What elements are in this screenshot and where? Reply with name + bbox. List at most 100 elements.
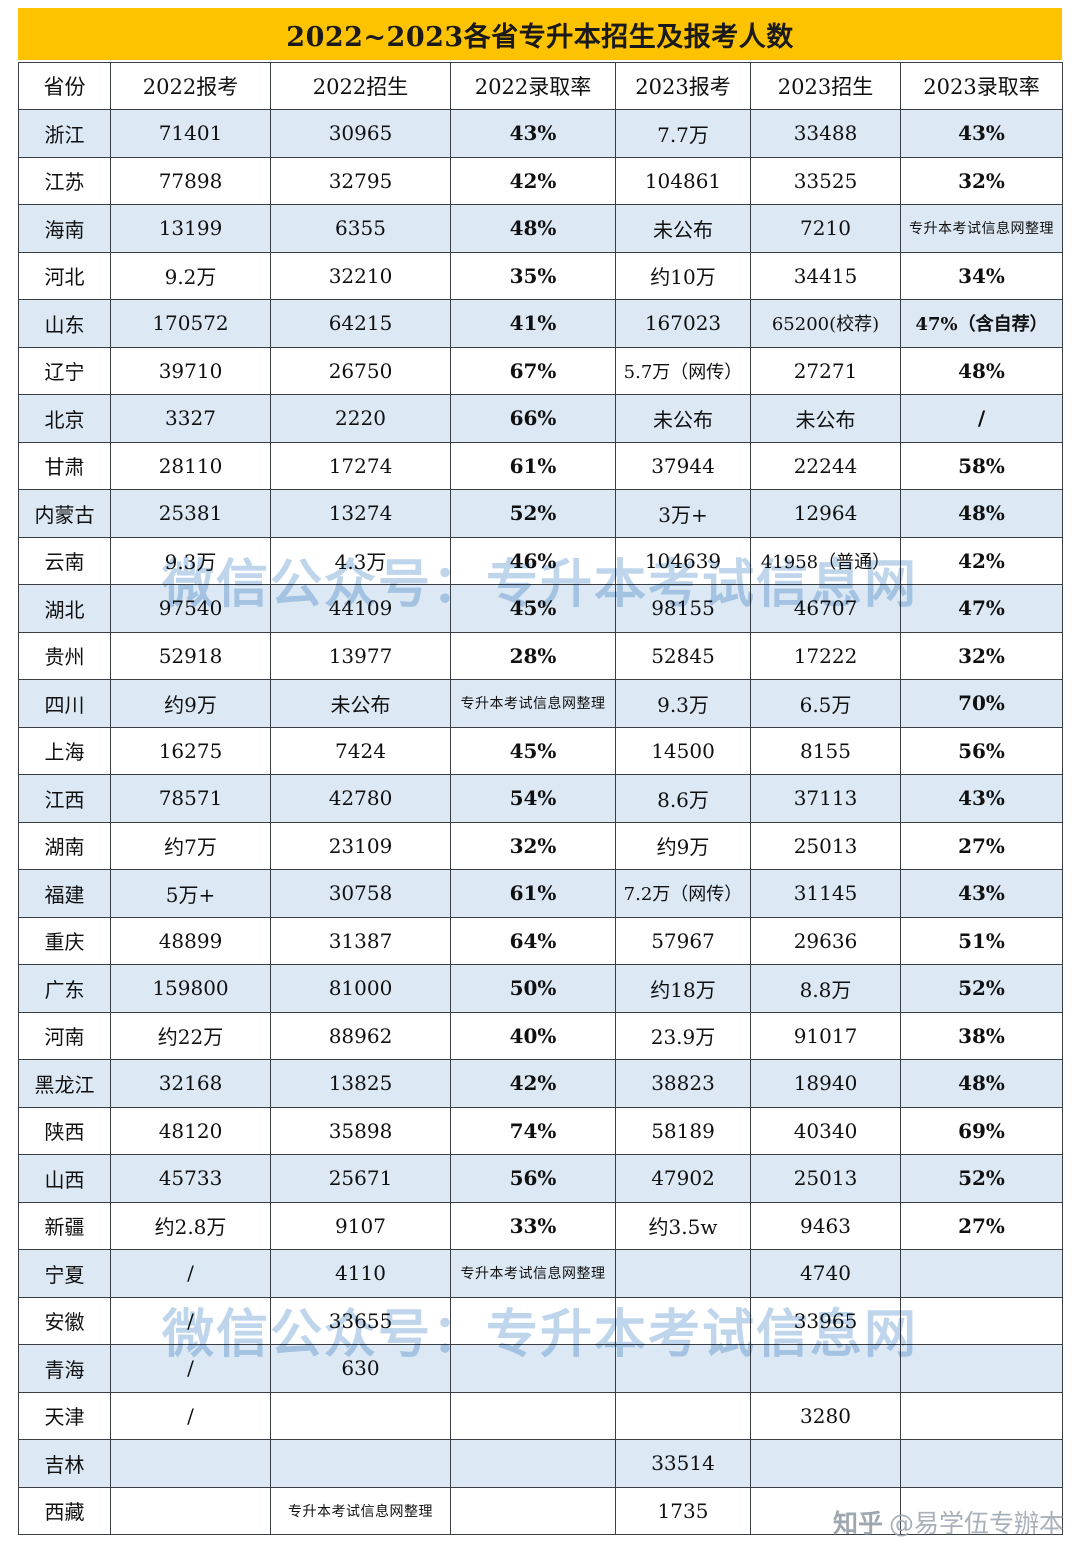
cell-y2022-apply: 约2.8万 xyxy=(110,1201,271,1250)
cell-y2023-apply: 约18万 xyxy=(615,964,751,1013)
cell-y2023-rate: 48% xyxy=(900,489,1063,538)
cell-y2023-apply: 104861 xyxy=(615,156,751,205)
table-row: 青海/630 xyxy=(18,1344,1063,1393)
cell-province: 四川 xyxy=(18,679,111,728)
cell-y2023-enroll: 7210 xyxy=(750,204,901,253)
cell-y2022-enroll: 7424 xyxy=(270,726,451,775)
table-row: 上海 16275 7424 45% 14500 8155 56% xyxy=(18,726,1063,775)
cell-province: 江西 xyxy=(18,774,111,823)
cell-y2023-rate xyxy=(900,1344,1063,1393)
cell-y2022-apply: 16275 xyxy=(110,726,271,775)
cell-y2022-apply: 9.3万 xyxy=(110,536,271,585)
cell-y2022-enroll xyxy=(270,1439,451,1488)
cell-province: 贵州 xyxy=(18,631,111,680)
cell-y2022-apply: 3327 xyxy=(110,394,271,443)
cell-y2023-enroll: 12964 xyxy=(750,489,901,538)
cell-y2023-apply: 未公布 xyxy=(615,394,751,443)
cell-province: 内蒙古 xyxy=(18,489,111,538)
cell-y2022-apply: / xyxy=(110,1249,271,1298)
cell-y2023-rate: 27% xyxy=(900,821,1063,870)
table-row: 甘肃 28110 17274 61% 37944 22244 58% xyxy=(18,441,1063,490)
table-row: 重庆 48899 31387 64% 57967 29636 51% xyxy=(18,916,1063,965)
table-row: 北京 3327 2220 66% 未公布 未公布 / xyxy=(18,394,1063,443)
cell-y2023-apply: 7.2万（网传） xyxy=(615,869,751,918)
cell-y2022-rate xyxy=(450,1344,616,1393)
cell-y2023-rate: 专升本考试信息网整理 xyxy=(900,204,1063,253)
cell-y2023-rate: 32% xyxy=(900,631,1063,680)
column-header-2022-apply: 2022报考 xyxy=(110,62,271,110)
cell-y2022-rate: 40% xyxy=(450,1011,616,1060)
cell-province: 吉林 xyxy=(18,1439,111,1488)
cell-province: 海南 xyxy=(18,204,111,253)
table-row: 河北 9.2万 32210 35% 约10万 34415 34% xyxy=(18,251,1063,300)
cell-y2022-enroll: 25671 xyxy=(270,1154,451,1203)
cell-y2023-apply xyxy=(615,1296,751,1345)
table-row: 内蒙古 25381 13274 52% 3万+ 12964 48% xyxy=(18,489,1063,538)
cell-y2023-rate: 52% xyxy=(900,1154,1063,1203)
cell-y2022-apply: / xyxy=(110,1344,271,1393)
cell-y2023-enroll xyxy=(750,1486,901,1535)
cell-province: 西藏 xyxy=(18,1486,111,1535)
cell-y2022-apply: 约7万 xyxy=(110,821,271,870)
cell-y2023-rate: 43% xyxy=(900,774,1063,823)
column-header-2023-enroll: 2023招生 xyxy=(750,62,901,110)
cell-y2023-rate: 56% xyxy=(900,726,1063,775)
cell-y2022-enroll: 4.3万 xyxy=(270,536,451,585)
cell-y2022-rate: 54% xyxy=(450,774,616,823)
cell-y2023-enroll: 33965 xyxy=(750,1296,901,1345)
cell-y2022-apply: 48899 xyxy=(110,916,271,965)
table-row: 湖北 97540 44109 45% 98155 46707 47% xyxy=(18,584,1063,633)
cell-y2023-rate xyxy=(900,1296,1063,1345)
cell-y2023-rate: 48% xyxy=(900,1059,1063,1108)
cell-y2023-rate xyxy=(900,1391,1063,1440)
table-row: 浙江 71401 30965 43% 7.7万 33488 43% xyxy=(18,109,1063,158)
cell-province: 湖南 xyxy=(18,821,111,870)
cell-y2022-apply: / xyxy=(110,1391,271,1440)
cell-y2023-enroll: 25013 xyxy=(750,821,901,870)
cell-y2023-enroll: 6.5万 xyxy=(750,679,901,728)
cell-y2022-apply: / xyxy=(110,1296,271,1345)
table-row: 贵州 52918 13977 28% 52845 17222 32% xyxy=(18,631,1063,680)
cell-y2022-apply: 78571 xyxy=(110,774,271,823)
cell-y2023-rate: 27% xyxy=(900,1201,1063,1250)
cell-y2022-apply: 约22万 xyxy=(110,1011,271,1060)
cell-province: 福建 xyxy=(18,869,111,918)
table-row: 云南 9.3万 4.3万 46% 104639 41958（普通） 42% xyxy=(18,536,1063,585)
cell-y2022-enroll: 64215 xyxy=(270,299,451,348)
column-header-province: 省份 xyxy=(18,62,111,110)
column-header-2023-rate: 2023录取率 xyxy=(900,62,1063,110)
cell-y2023-rate xyxy=(900,1486,1063,1535)
cell-y2022-rate: 28% xyxy=(450,631,616,680)
table-row: 天津/ 3280 xyxy=(18,1391,1063,1440)
cell-y2022-apply: 25381 xyxy=(110,489,271,538)
table-row: 湖南 约7万 23109 32% 约9万 25013 27% xyxy=(18,821,1063,870)
title-banner: 2022~2023各省专升本招生及报考人数 xyxy=(18,8,1062,60)
cell-y2023-enroll: 65200(校荐) xyxy=(750,299,901,348)
table-row: 西藏 专升本考试信息网整理 1735 xyxy=(18,1486,1063,1535)
cell-y2022-apply xyxy=(110,1439,271,1488)
cell-y2022-rate: 61% xyxy=(450,869,616,918)
cell-y2022-rate: 33% xyxy=(450,1201,616,1250)
cell-y2023-apply: 5.7万（网传） xyxy=(615,346,751,395)
cell-y2022-rate: 66% xyxy=(450,394,616,443)
table-row: 宁夏/4110 专升本考试信息网整理 4740 xyxy=(18,1249,1063,1298)
zhihu-logo: 知乎 xyxy=(832,1509,883,1538)
cell-y2022-rate: 41% xyxy=(450,299,616,348)
cell-y2022-enroll xyxy=(270,1391,451,1440)
cell-y2023-rate: 47% xyxy=(900,584,1063,633)
cell-y2023-rate: 48% xyxy=(900,346,1063,395)
cell-y2023-rate: 51% xyxy=(900,916,1063,965)
cell-y2022-rate: 42% xyxy=(450,1059,616,1108)
cell-province: 江苏 xyxy=(18,156,111,205)
cell-province: 宁夏 xyxy=(18,1249,111,1298)
cell-y2022-enroll: 26750 xyxy=(270,346,451,395)
cell-province: 青海 xyxy=(18,1344,111,1393)
cell-y2022-apply: 39710 xyxy=(110,346,271,395)
table-row: 广东 159800 81000 50% 约18万 8.8万 52% xyxy=(18,964,1063,1013)
zhihu-username: @易学伍专辦本 xyxy=(888,1509,1064,1538)
cell-y2022-rate: 45% xyxy=(450,726,616,775)
cell-y2023-enroll: 3280 xyxy=(750,1391,901,1440)
cell-y2022-enroll: 32210 xyxy=(270,251,451,300)
cell-y2022-rate: 42% xyxy=(450,156,616,205)
cell-y2022-enroll: 30965 xyxy=(270,109,451,158)
